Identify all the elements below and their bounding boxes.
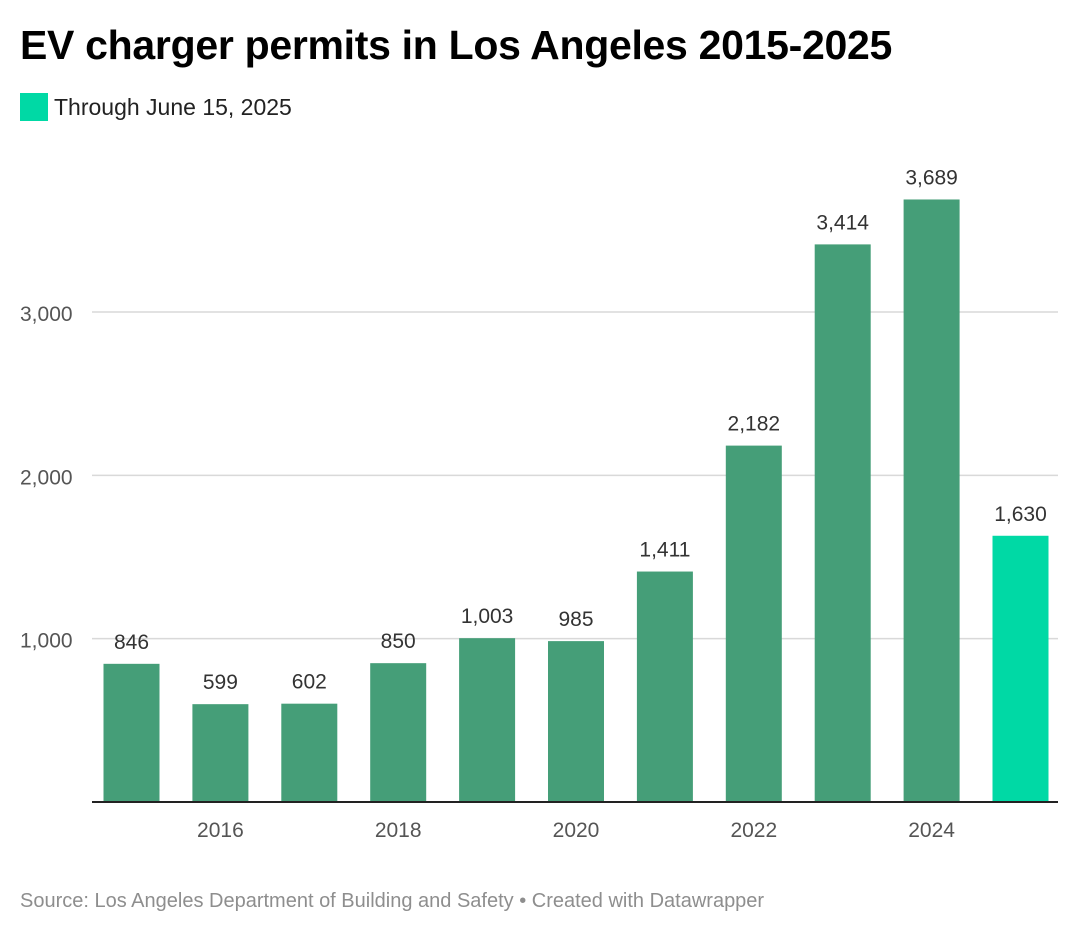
x-tick-label: 2022 [730,819,777,842]
x-tick-label: 2016 [197,819,244,842]
bar [103,663,160,802]
y-tick-label: 1,000 [20,630,73,653]
legend: Through June 15, 2025 [20,92,292,122]
bar-value-label: 3,414 [816,211,869,234]
legend-label: Through June 15, 2025 [54,93,292,120]
bar-chart: 1,000 2,000 3,000 846 599 602 850 1,003 985 1,411… [20,166,1058,842]
bar [992,535,1049,802]
bar [636,571,693,802]
bar-value-label: 850 [381,630,416,653]
bar-value-label: 1,630 [994,503,1047,526]
bar [725,445,782,802]
bar-value-label: 985 [558,608,593,631]
bar [370,663,427,802]
bar-value-label: 599 [203,671,238,694]
bar [548,641,604,802]
bar-value-label: 846 [114,631,149,654]
bar-value-label: 1,003 [461,605,514,628]
source-footer: Source: Los Angeles Department of Buildi… [20,890,765,912]
bar [281,703,338,802]
bar [814,244,871,803]
x-tick-label: 2024 [908,819,955,842]
bar-value-label: 3,689 [905,166,958,189]
bar-value-label: 2,182 [728,413,781,436]
bar [459,638,516,802]
bar [192,704,249,802]
chart-title: EV charger permits in Los Angeles 2015-2… [20,22,893,68]
y-tick-label: 2,000 [20,466,73,489]
bar-value-label: 602 [292,671,327,694]
x-tick-label: 2020 [553,819,600,842]
bar [903,199,960,802]
legend-swatch [20,93,48,121]
bar-value-label: 1,411 [639,539,690,562]
x-tick-label: 2018 [375,819,422,842]
y-tick-label: 3,000 [20,303,73,326]
